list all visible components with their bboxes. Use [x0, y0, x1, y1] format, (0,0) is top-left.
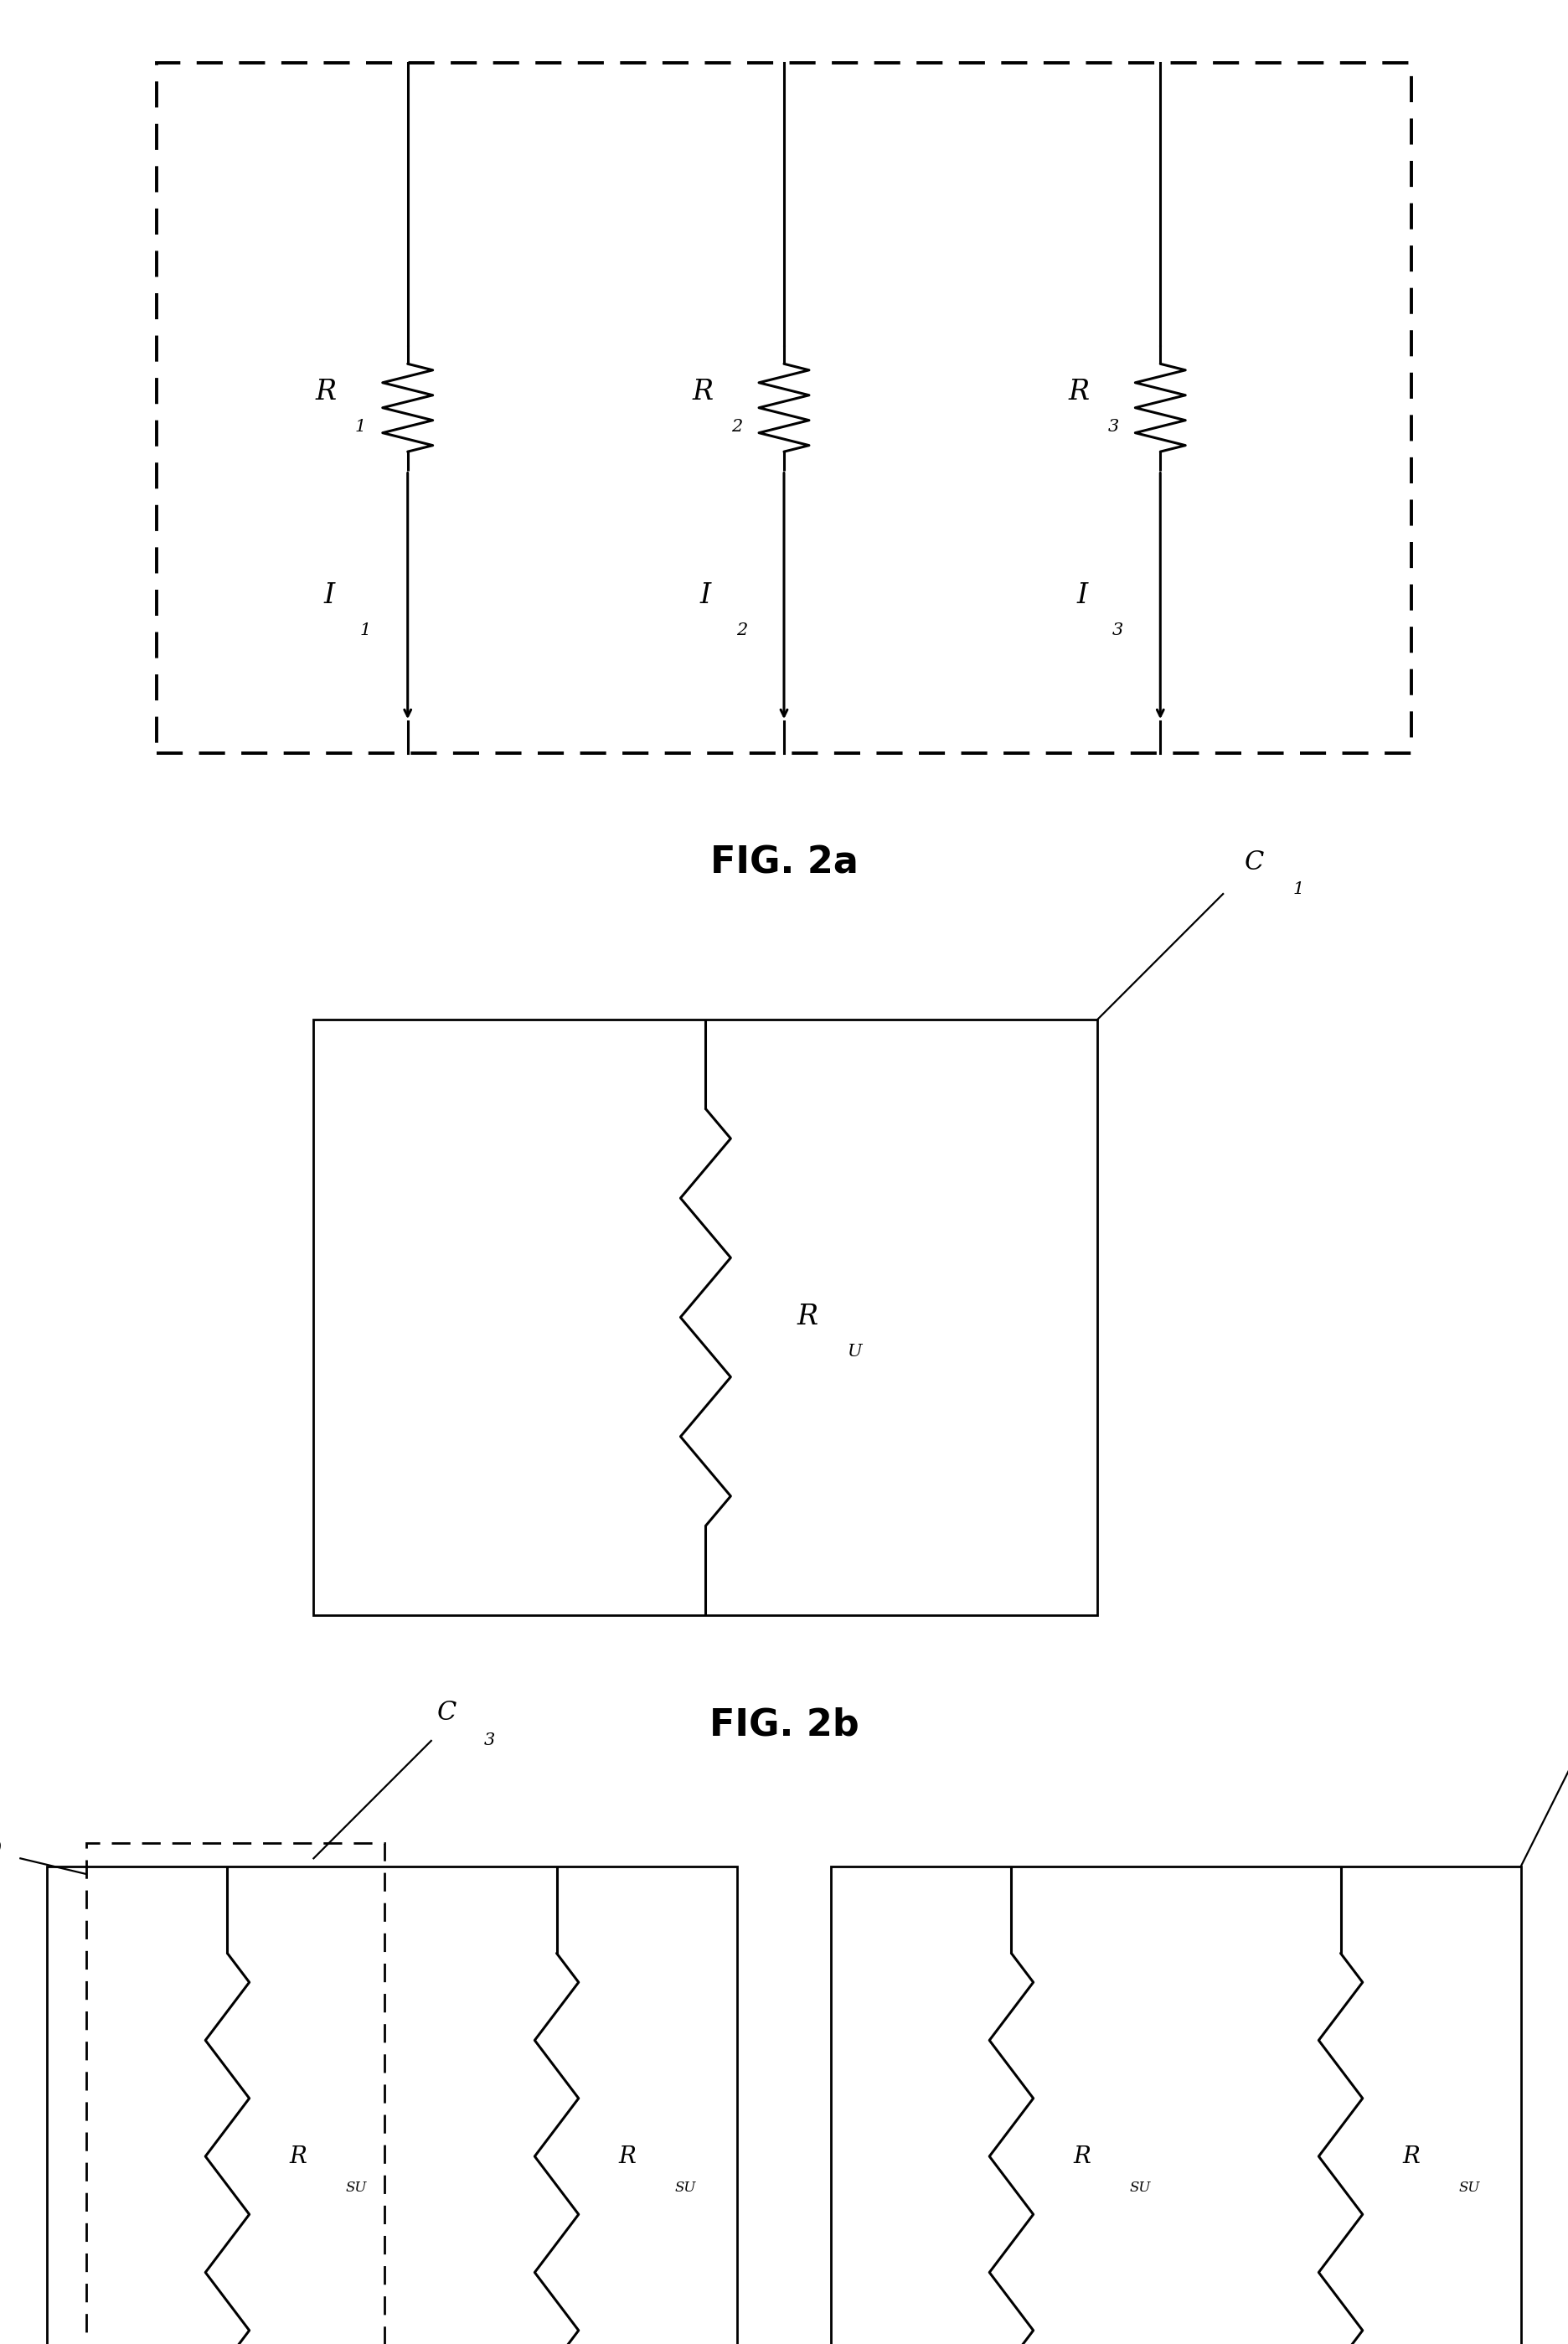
Text: R: R	[618, 2145, 637, 2168]
Text: I: I	[1076, 584, 1088, 609]
Text: R: R	[1068, 380, 1090, 406]
Text: 2: 2	[735, 624, 748, 638]
Text: SU: SU	[674, 2180, 696, 2194]
Text: R: R	[797, 1303, 818, 1331]
Text: 3: 3	[483, 1732, 495, 1749]
Text: R: R	[1073, 2145, 1091, 2168]
Text: 1: 1	[354, 420, 367, 434]
Text: R: R	[315, 380, 337, 406]
Text: 3: 3	[1112, 624, 1124, 638]
Text: R: R	[691, 380, 713, 406]
Text: SU: SU	[1458, 2180, 1480, 2194]
Text: R: R	[289, 2145, 307, 2168]
Text: 1: 1	[1292, 881, 1305, 898]
Text: SU: SU	[1129, 2180, 1151, 2194]
Text: 1: 1	[359, 624, 372, 638]
Text: I: I	[323, 584, 336, 609]
Text: 2: 2	[731, 420, 743, 434]
Text: 3: 3	[1107, 420, 1120, 434]
Text: I: I	[699, 584, 712, 609]
Text: U: U	[847, 1343, 862, 1360]
Text: C: C	[1245, 849, 1264, 877]
Text: C: C	[437, 1699, 456, 1725]
Text: R: R	[1402, 2145, 1421, 2168]
Text: SU: SU	[345, 2180, 367, 2194]
Text: FIG. 2b: FIG. 2b	[709, 1706, 859, 1744]
Text: FIG. 2a: FIG. 2a	[710, 844, 858, 881]
